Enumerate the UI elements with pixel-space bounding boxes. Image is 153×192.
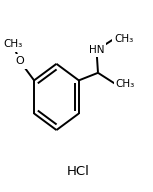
Text: CH₃: CH₃ <box>3 39 22 49</box>
Text: CH₃: CH₃ <box>116 79 135 89</box>
Text: HN: HN <box>89 45 104 55</box>
Text: CH₃: CH₃ <box>114 34 133 44</box>
Text: O: O <box>16 56 24 66</box>
Text: HCl: HCl <box>66 165 89 178</box>
